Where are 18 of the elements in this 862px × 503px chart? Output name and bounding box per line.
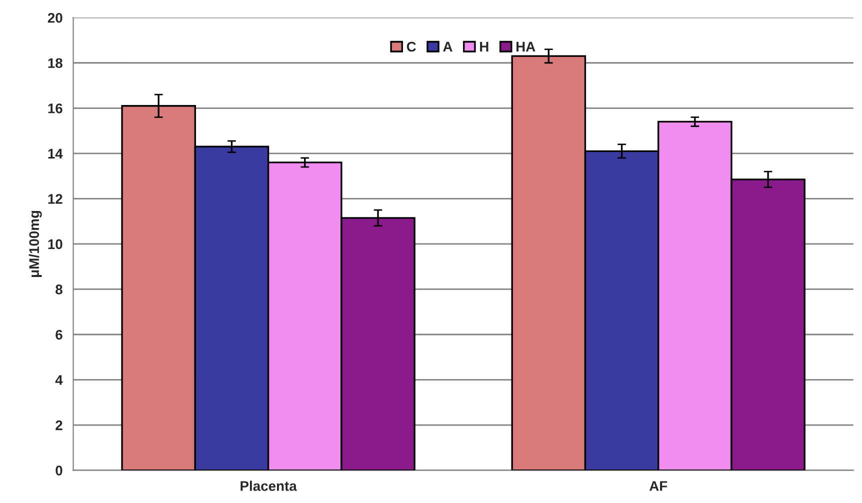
y-tick-label: 0	[56, 466, 62, 476]
y-tick-label: 18	[48, 58, 62, 68]
y-tick-label: 4	[55, 375, 63, 385]
legend-label: HA	[516, 42, 536, 52]
y-tick-label: 2	[56, 420, 62, 430]
y-tick-label: 8	[56, 284, 62, 294]
x-tick-label: Placenta	[240, 480, 297, 491]
y-tick-label: 16	[48, 103, 62, 114]
legend-label: H	[480, 42, 488, 52]
y-tick-label: 14	[48, 148, 63, 158]
y-tick-label: 6	[56, 330, 62, 340]
legend-label: A	[443, 42, 452, 52]
legend-label: C	[406, 42, 416, 52]
x-tick-label: AF	[649, 481, 668, 491]
y-tick-label: 20	[48, 12, 62, 23]
y-tick-label: 12	[48, 194, 62, 204]
y-tick-label: 10	[48, 239, 62, 250]
y-axis-title: μM/100mg	[28, 210, 42, 277]
